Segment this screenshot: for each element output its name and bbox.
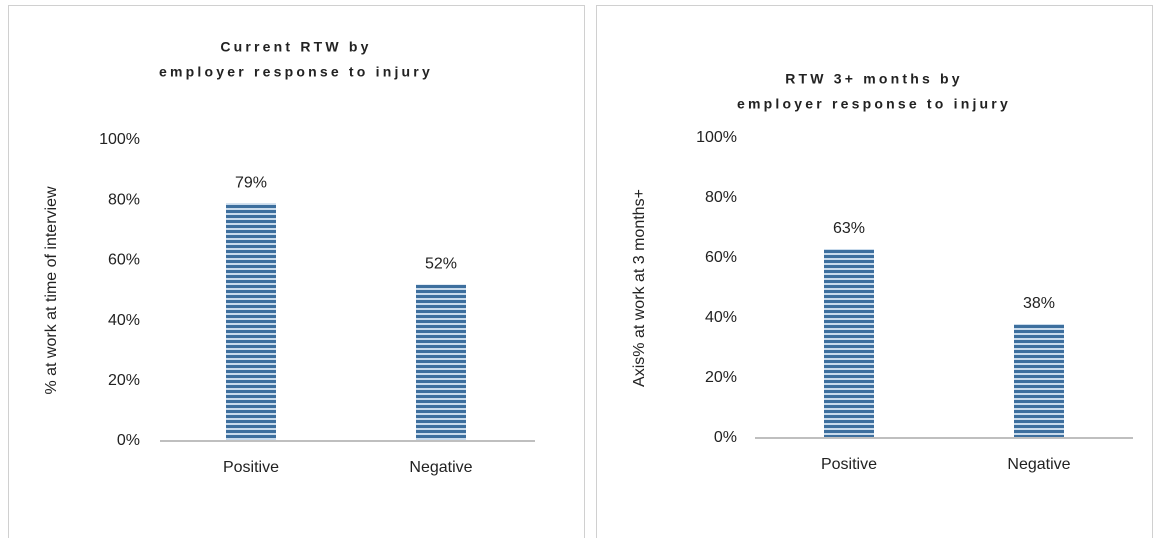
- x-tick-label: Positive: [821, 456, 877, 473]
- y-tick-label: 80%: [108, 191, 140, 208]
- x-tick-label: Negative: [409, 459, 472, 476]
- x-tick-label: Negative: [1007, 456, 1070, 473]
- y-tick-label: 100%: [696, 129, 737, 146]
- bar: [226, 203, 276, 441]
- y-tick-label: 80%: [705, 189, 737, 206]
- panel: [8, 5, 585, 538]
- chart-title: RTW 3+ months by: [785, 71, 963, 87]
- chart-title: employer response to injury: [159, 64, 433, 80]
- y-tick-label: 40%: [108, 312, 140, 329]
- data-label: 52%: [425, 256, 457, 273]
- y-tick-label: 100%: [99, 131, 140, 148]
- y-axis-label: % at work at time of interview: [43, 186, 60, 395]
- chart-title: employer response to injury: [737, 96, 1011, 112]
- panel: [596, 5, 1153, 538]
- y-tick-label: 0%: [117, 432, 140, 449]
- y-axis-label: Axis% at work at 3 months+: [631, 189, 648, 387]
- data-label: 79%: [235, 174, 267, 191]
- y-tick-label: 40%: [705, 309, 737, 326]
- y-tick-label: 20%: [705, 369, 737, 386]
- bar: [824, 249, 874, 438]
- x-tick-label: Positive: [223, 459, 279, 476]
- y-tick-label: 0%: [714, 429, 737, 446]
- chart-title: Current RTW by: [220, 39, 371, 55]
- data-label: 38%: [1023, 295, 1055, 312]
- y-tick-label: 60%: [705, 249, 737, 266]
- bar: [1014, 324, 1064, 438]
- bar: [416, 284, 466, 441]
- y-tick-label: 60%: [108, 252, 140, 269]
- y-tick-label: 20%: [108, 372, 140, 389]
- data-label: 63%: [833, 220, 865, 237]
